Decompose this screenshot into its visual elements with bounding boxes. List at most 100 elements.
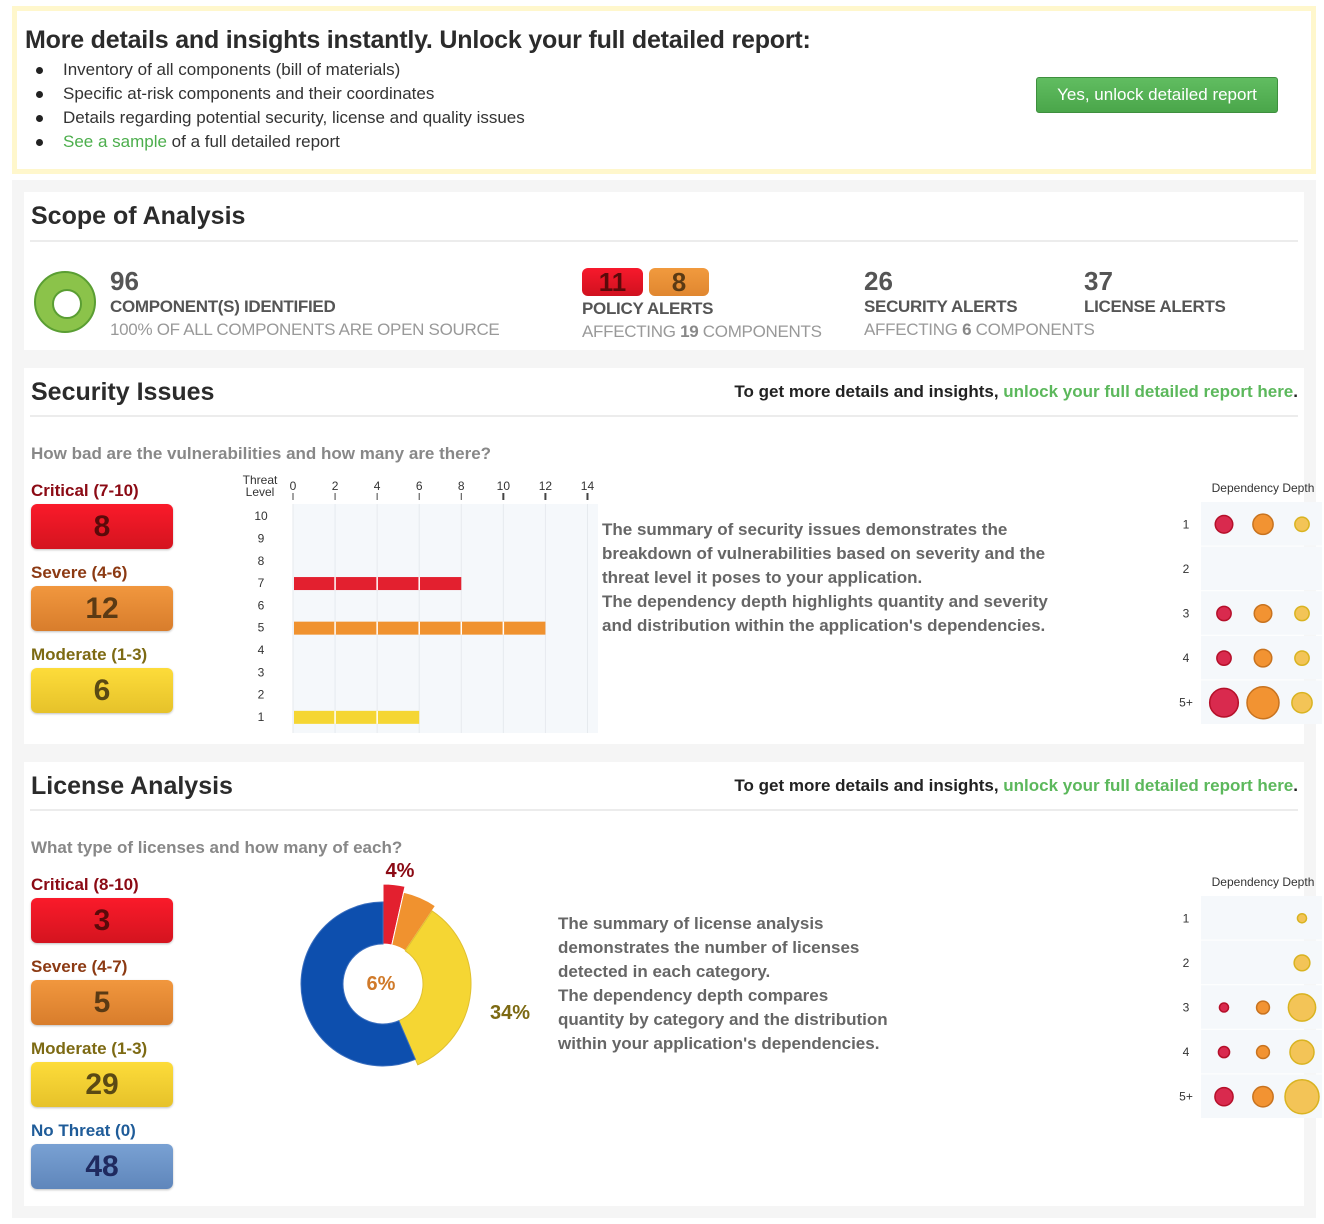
- security-description: The summary of security issues demonstra…: [602, 518, 1048, 638]
- divider: [30, 240, 1298, 242]
- section-title: License Analysis: [31, 772, 233, 800]
- description-line: The summary of security issues demonstra…: [602, 520, 1008, 539]
- y-tick-label: 9: [258, 531, 265, 545]
- severity-label: Moderate (1-3): [31, 1039, 148, 1058]
- cta-text: To get more details and insights,: [734, 776, 1004, 795]
- depth-label: 3: [1183, 607, 1190, 621]
- security-stat: 26 SECURITY ALERTS AFFECTING 6 COMPONENT…: [864, 266, 1095, 342]
- divider: [30, 415, 1298, 417]
- y-tick-label: 10: [254, 509, 268, 523]
- unlock-cta: To get more details and insights, unlock…: [734, 776, 1298, 796]
- severity-count: 6: [31, 668, 173, 713]
- dependency-depth-title: Dependency Depth: [1212, 875, 1315, 889]
- section-title: Scope of Analysis: [31, 202, 246, 230]
- policy-label: POLICY ALERTS: [582, 299, 714, 318]
- severity-label: Severe (4-6): [31, 563, 128, 582]
- depth-label: 4: [1183, 1045, 1190, 1059]
- x-tick-label: 14: [581, 479, 595, 493]
- description-line: threat level it poses to your applicatio…: [602, 568, 923, 587]
- unlock-cta: To get more details and insights, unlock…: [734, 382, 1298, 402]
- divider: [30, 809, 1298, 811]
- severity-label: No Threat (0): [31, 1121, 136, 1140]
- policy-severe-badge: 8: [649, 268, 709, 296]
- y-tick-label: 2: [258, 688, 265, 702]
- depth-bubble: [1218, 1002, 1230, 1013]
- description-line: The summary of license analysis: [558, 914, 824, 933]
- policy-critical-badge: 11: [582, 268, 643, 296]
- description-line: and distribution within the application'…: [602, 616, 1046, 635]
- severity-count: 8: [31, 504, 173, 549]
- depth-bubble: [1216, 605, 1232, 622]
- license-dependency-depth-chart: Dependency Depth 1 2 3 4 5+: [1179, 875, 1322, 1118]
- description-line: demonstrates the number of licenses: [558, 938, 860, 957]
- security-panel: Security Issues To get more details and …: [24, 368, 1322, 744]
- unlock-report-link[interactable]: unlock your full detailed report here: [1003, 382, 1294, 401]
- depth-bubble: [1294, 650, 1310, 667]
- security-sub: AFFECTING 6 COMPONENTS: [864, 318, 1095, 342]
- description-line: breakdown of vulnerabilities based on se…: [602, 544, 1046, 563]
- donut-label-severe: 6%: [367, 973, 396, 995]
- sub-text: AFFECTING: [864, 320, 963, 339]
- depth-bubble: [1217, 1045, 1231, 1059]
- depth-label: 2: [1183, 956, 1190, 970]
- y-tick-label: 1: [258, 710, 265, 724]
- license-stat: 37 LICENSE ALERTS: [1084, 266, 1226, 318]
- see-sample-link[interactable]: See a sample: [63, 132, 167, 151]
- unlock-report-link[interactable]: unlock your full detailed report here: [1003, 776, 1294, 795]
- depth-bubble: [1253, 603, 1273, 624]
- components-count: 96: [110, 266, 139, 296]
- promo-item: See a sample of a full detailed report: [33, 130, 525, 154]
- dependency-depth-title: Dependency Depth: [1212, 481, 1315, 495]
- donut-slice: [382, 883, 406, 946]
- depth-bubble: [1294, 516, 1310, 533]
- license-donut-chart: 4% 6% 34%: [300, 860, 530, 1067]
- depth-bubble: [1214, 1086, 1234, 1107]
- depth-bubble: [1294, 605, 1310, 622]
- description-line: quantity by category and the distributio…: [558, 1010, 888, 1029]
- cta-text: To get more details and insights,: [734, 382, 1004, 401]
- x-tick-label: 6: [416, 479, 423, 493]
- y-tick-label: 7: [258, 576, 265, 590]
- scope-panel: Scope of Analysis 96 COMPONENT(S) IDENTI…: [24, 192, 1304, 350]
- unlock-report-button[interactable]: Yes, unlock detailed report: [1036, 77, 1278, 113]
- y-tick-label: 8: [258, 554, 265, 568]
- y-tick-label: 6: [258, 598, 265, 612]
- components-label: COMPONENT(S) IDENTIFIED: [110, 297, 336, 316]
- y-tick-label: 3: [258, 665, 265, 679]
- license-description: The summary of license analysis demonstr…: [558, 912, 888, 1056]
- promo-list: Inventory of all components (bill of mat…: [33, 58, 525, 154]
- depth-bubble: [1255, 1000, 1271, 1015]
- depth-bubble: [1284, 1078, 1320, 1115]
- depth-bubble: [1296, 913, 1308, 924]
- donut-slice: [398, 910, 472, 1066]
- section-title: Security Issues: [31, 378, 215, 406]
- severity-label: Critical (7-10): [31, 481, 139, 500]
- severity-severe: Severe (4-6) 12: [31, 562, 173, 631]
- affected-count: 6: [962, 320, 972, 339]
- depth-label: 3: [1183, 1001, 1190, 1015]
- description-line: The dependency depth highlights quantity…: [602, 592, 1048, 611]
- x-tick-label: 4: [374, 479, 381, 493]
- depth-bubble: [1252, 513, 1274, 536]
- depth-bubble: [1287, 993, 1317, 1022]
- depth-bubble: [1214, 514, 1234, 534]
- promo-title: More details and insights instantly. Unl…: [25, 26, 811, 54]
- sub-text: COMPONENTS: [971, 320, 1095, 339]
- cta-text: .: [1293, 382, 1298, 401]
- depth-label: 1: [1183, 517, 1190, 531]
- severity-count: 48: [31, 1144, 173, 1189]
- sub-text: AFFECTING: [582, 322, 681, 341]
- plot-background: [293, 504, 598, 733]
- description-line: within your application's dependencies.: [558, 1034, 880, 1053]
- depth-bubble: [1289, 1039, 1315, 1065]
- severity-moderate: Moderate (1-3) 6: [31, 644, 173, 713]
- depth-label: 5+: [1179, 696, 1193, 710]
- severity-count: 12: [31, 586, 173, 631]
- severity-label: Severe (4-7): [31, 957, 128, 976]
- cta-text: .: [1293, 776, 1298, 795]
- section-question: What type of licenses and how many of ea…: [31, 838, 403, 857]
- severity-count: 5: [31, 980, 173, 1025]
- unlock-promo-box: More details and insights instantly. Unl…: [12, 6, 1316, 174]
- depth-bubble: [1208, 687, 1240, 718]
- report-container: Scope of Analysis 96 COMPONENT(S) IDENTI…: [12, 180, 1322, 1218]
